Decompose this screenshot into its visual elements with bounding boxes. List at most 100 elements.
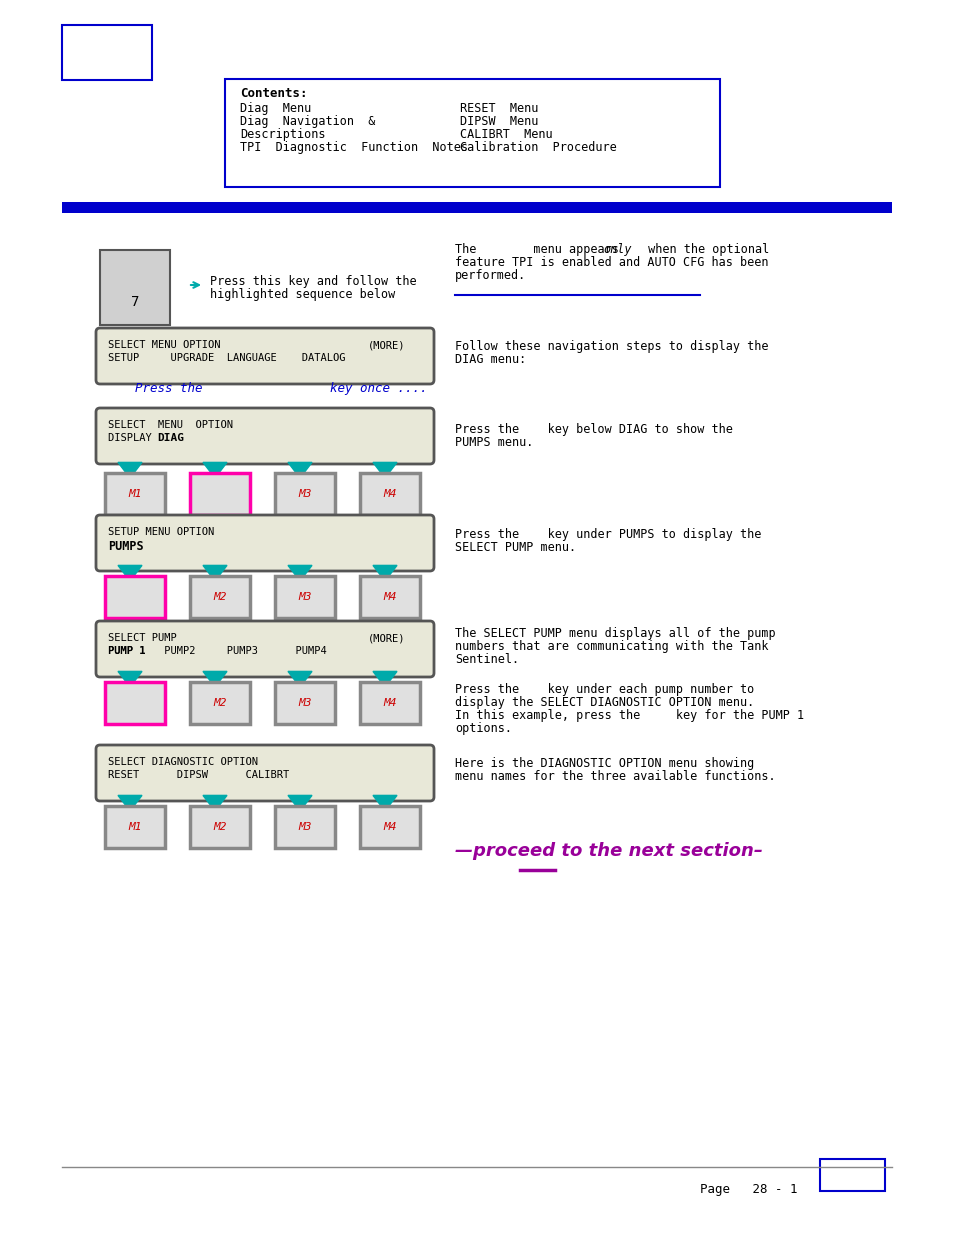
Polygon shape	[288, 795, 312, 811]
Text: RESET      DIPSW      CALIBRT: RESET DIPSW CALIBRT	[108, 769, 289, 781]
Polygon shape	[288, 462, 312, 478]
Text: M1: M1	[128, 489, 142, 499]
Text: options.: options.	[455, 722, 512, 735]
FancyBboxPatch shape	[96, 408, 434, 464]
Text: PUMP 1   PUMP2     PUMP3      PUMP4: PUMP 1 PUMP2 PUMP3 PUMP4	[108, 646, 327, 656]
FancyBboxPatch shape	[96, 515, 434, 571]
Bar	[274, 576, 335, 618]
Polygon shape	[118, 672, 142, 687]
Text: (MORE): (MORE)	[368, 634, 405, 643]
Text: RESET  Menu: RESET Menu	[459, 103, 537, 115]
Text: SELECT MENU OPTION: SELECT MENU OPTION	[108, 340, 220, 350]
Bar	[100, 249, 170, 325]
Text: Press this key and follow the: Press this key and follow the	[210, 275, 416, 288]
Polygon shape	[373, 462, 396, 478]
Text: M2: M2	[213, 592, 227, 601]
Text: M1: M1	[128, 823, 142, 832]
Text: M2: M2	[213, 823, 227, 832]
Bar	[190, 682, 250, 724]
Bar	[359, 682, 419, 724]
Text: SELECT PUMP: SELECT PUMP	[108, 634, 176, 643]
Text: M3: M3	[298, 823, 312, 832]
Text: Press the    key under each pump number to: Press the key under each pump number to	[455, 683, 754, 697]
Text: DIAG: DIAG	[157, 433, 184, 443]
Bar	[190, 806, 250, 848]
Bar	[274, 682, 335, 724]
Text: when the optional: when the optional	[640, 243, 768, 256]
Text: DIPSW  Menu: DIPSW Menu	[459, 115, 537, 128]
Text: M3: M3	[298, 489, 312, 499]
Text: SETUP MENU OPTION: SETUP MENU OPTION	[108, 527, 214, 537]
Text: menu names for the three available functions.: menu names for the three available funct…	[455, 769, 775, 783]
Text: performed.: performed.	[455, 269, 526, 282]
Text: highlighted sequence below: highlighted sequence below	[210, 288, 395, 301]
Text: Descriptions: Descriptions	[240, 128, 325, 141]
Bar	[190, 473, 250, 515]
Text: Press the                 key once ....: Press the key once ....	[135, 382, 427, 395]
Bar	[62, 25, 152, 80]
Text: 7: 7	[131, 295, 139, 309]
Text: DIAG menu:: DIAG menu:	[455, 353, 526, 366]
Bar	[359, 806, 419, 848]
Polygon shape	[288, 566, 312, 580]
Polygon shape	[203, 462, 227, 478]
Bar	[190, 576, 250, 618]
Text: SELECT  MENU  OPTION: SELECT MENU OPTION	[108, 420, 233, 430]
Text: feature TPI is enabled and AUTO CFG has been: feature TPI is enabled and AUTO CFG has …	[455, 256, 768, 269]
Text: M4: M4	[383, 698, 396, 708]
Bar	[105, 682, 165, 724]
Polygon shape	[288, 672, 312, 687]
Bar	[105, 806, 165, 848]
Text: M3: M3	[298, 698, 312, 708]
Polygon shape	[203, 566, 227, 580]
Text: Sentinel.: Sentinel.	[455, 653, 518, 666]
Text: Diag  Navigation  &: Diag Navigation &	[240, 115, 375, 128]
Bar	[359, 473, 419, 515]
Text: (MORE): (MORE)	[368, 340, 405, 350]
Text: Page   28 - 1: Page 28 - 1	[700, 1183, 797, 1195]
Polygon shape	[118, 462, 142, 478]
Text: Press the    key below DIAG to show the: Press the key below DIAG to show the	[455, 424, 732, 436]
Text: SELECT DIAGNOSTIC OPTION: SELECT DIAGNOSTIC OPTION	[108, 757, 257, 767]
Text: display the SELECT DIAGNOSTIC OPTION menu.: display the SELECT DIAGNOSTIC OPTION men…	[455, 697, 754, 709]
Text: The SELECT PUMP menu displays all of the pump: The SELECT PUMP menu displays all of the…	[455, 627, 775, 640]
Text: only: only	[602, 243, 631, 256]
Text: —proceed to the next section–: —proceed to the next section–	[455, 842, 762, 860]
Text: M3: M3	[298, 592, 312, 601]
Polygon shape	[118, 566, 142, 580]
Text: SELECT PUMP menu.: SELECT PUMP menu.	[455, 541, 576, 555]
Text: SETUP     UPGRADE  LANGUAGE    DATALOG: SETUP UPGRADE LANGUAGE DATALOG	[108, 353, 345, 363]
Polygon shape	[373, 795, 396, 811]
Polygon shape	[373, 672, 396, 687]
Text: Follow these navigation steps to display the: Follow these navigation steps to display…	[455, 340, 768, 353]
Text: Diag  Menu: Diag Menu	[240, 103, 311, 115]
Text: numbers that are communicating with the Tank: numbers that are communicating with the …	[455, 640, 768, 653]
Polygon shape	[373, 566, 396, 580]
Bar	[105, 473, 165, 515]
Polygon shape	[118, 795, 142, 811]
Bar	[820, 1158, 884, 1191]
Text: The        menu appears: The menu appears	[455, 243, 625, 256]
Text: Press the    key under PUMPS to display the: Press the key under PUMPS to display the	[455, 529, 760, 541]
Text: Calibration  Procedure: Calibration Procedure	[459, 141, 616, 154]
FancyBboxPatch shape	[96, 621, 434, 677]
Text: PUMP 1: PUMP 1	[108, 646, 146, 656]
FancyBboxPatch shape	[96, 329, 434, 384]
Text: M4: M4	[383, 489, 396, 499]
Text: M2: M2	[213, 698, 227, 708]
Text: In this example, press the     key for the PUMP 1: In this example, press the key for the P…	[455, 709, 803, 722]
Bar	[274, 473, 335, 515]
Text: TPI  Diagnostic  Function  Notes: TPI Diagnostic Function Notes	[240, 141, 468, 154]
Text: PUMPS: PUMPS	[108, 540, 144, 553]
Bar	[62, 203, 891, 212]
Bar	[225, 79, 720, 186]
Text: DISPLAY: DISPLAY	[108, 433, 176, 443]
Bar	[105, 576, 165, 618]
FancyBboxPatch shape	[96, 745, 434, 802]
Text: Here is the DIAGNOSTIC OPTION menu showing: Here is the DIAGNOSTIC OPTION menu showi…	[455, 757, 754, 769]
Text: CALIBRT  Menu: CALIBRT Menu	[459, 128, 552, 141]
Bar	[359, 576, 419, 618]
Polygon shape	[203, 795, 227, 811]
Polygon shape	[203, 672, 227, 687]
Text: M4: M4	[383, 823, 396, 832]
